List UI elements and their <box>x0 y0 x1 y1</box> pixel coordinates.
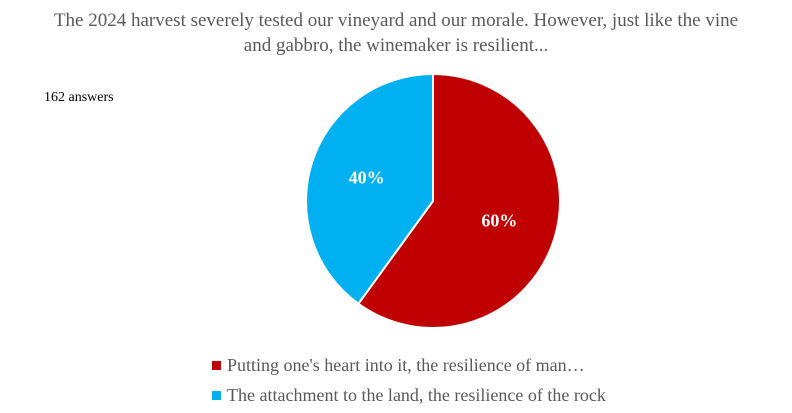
responses-count: 162 answers <box>44 90 114 105</box>
legend-swatch-heart <box>212 360 221 370</box>
legend-label-land: The attachment to the land, the resilien… <box>227 384 606 405</box>
legend-label-heart: Putting one's heart into it, the resilie… <box>227 354 585 375</box>
pie-chart: 60% 40% <box>305 72 561 329</box>
data-label-heart: 60% <box>481 211 517 231</box>
legend-swatch-land <box>212 390 221 400</box>
chart-title: The 2024 harvest severely tested our vin… <box>53 10 739 56</box>
pie-slice-heart <box>356 72 561 329</box>
legend: Putting one's heart into it, the resilie… <box>212 350 606 410</box>
pie-slice-land <box>305 72 434 306</box>
legend-item-heart: Putting one's heart into it, the resilie… <box>212 350 606 380</box>
legend-item-land: The attachment to the land, the resilien… <box>212 380 606 410</box>
data-label-land: 40% <box>349 168 385 188</box>
